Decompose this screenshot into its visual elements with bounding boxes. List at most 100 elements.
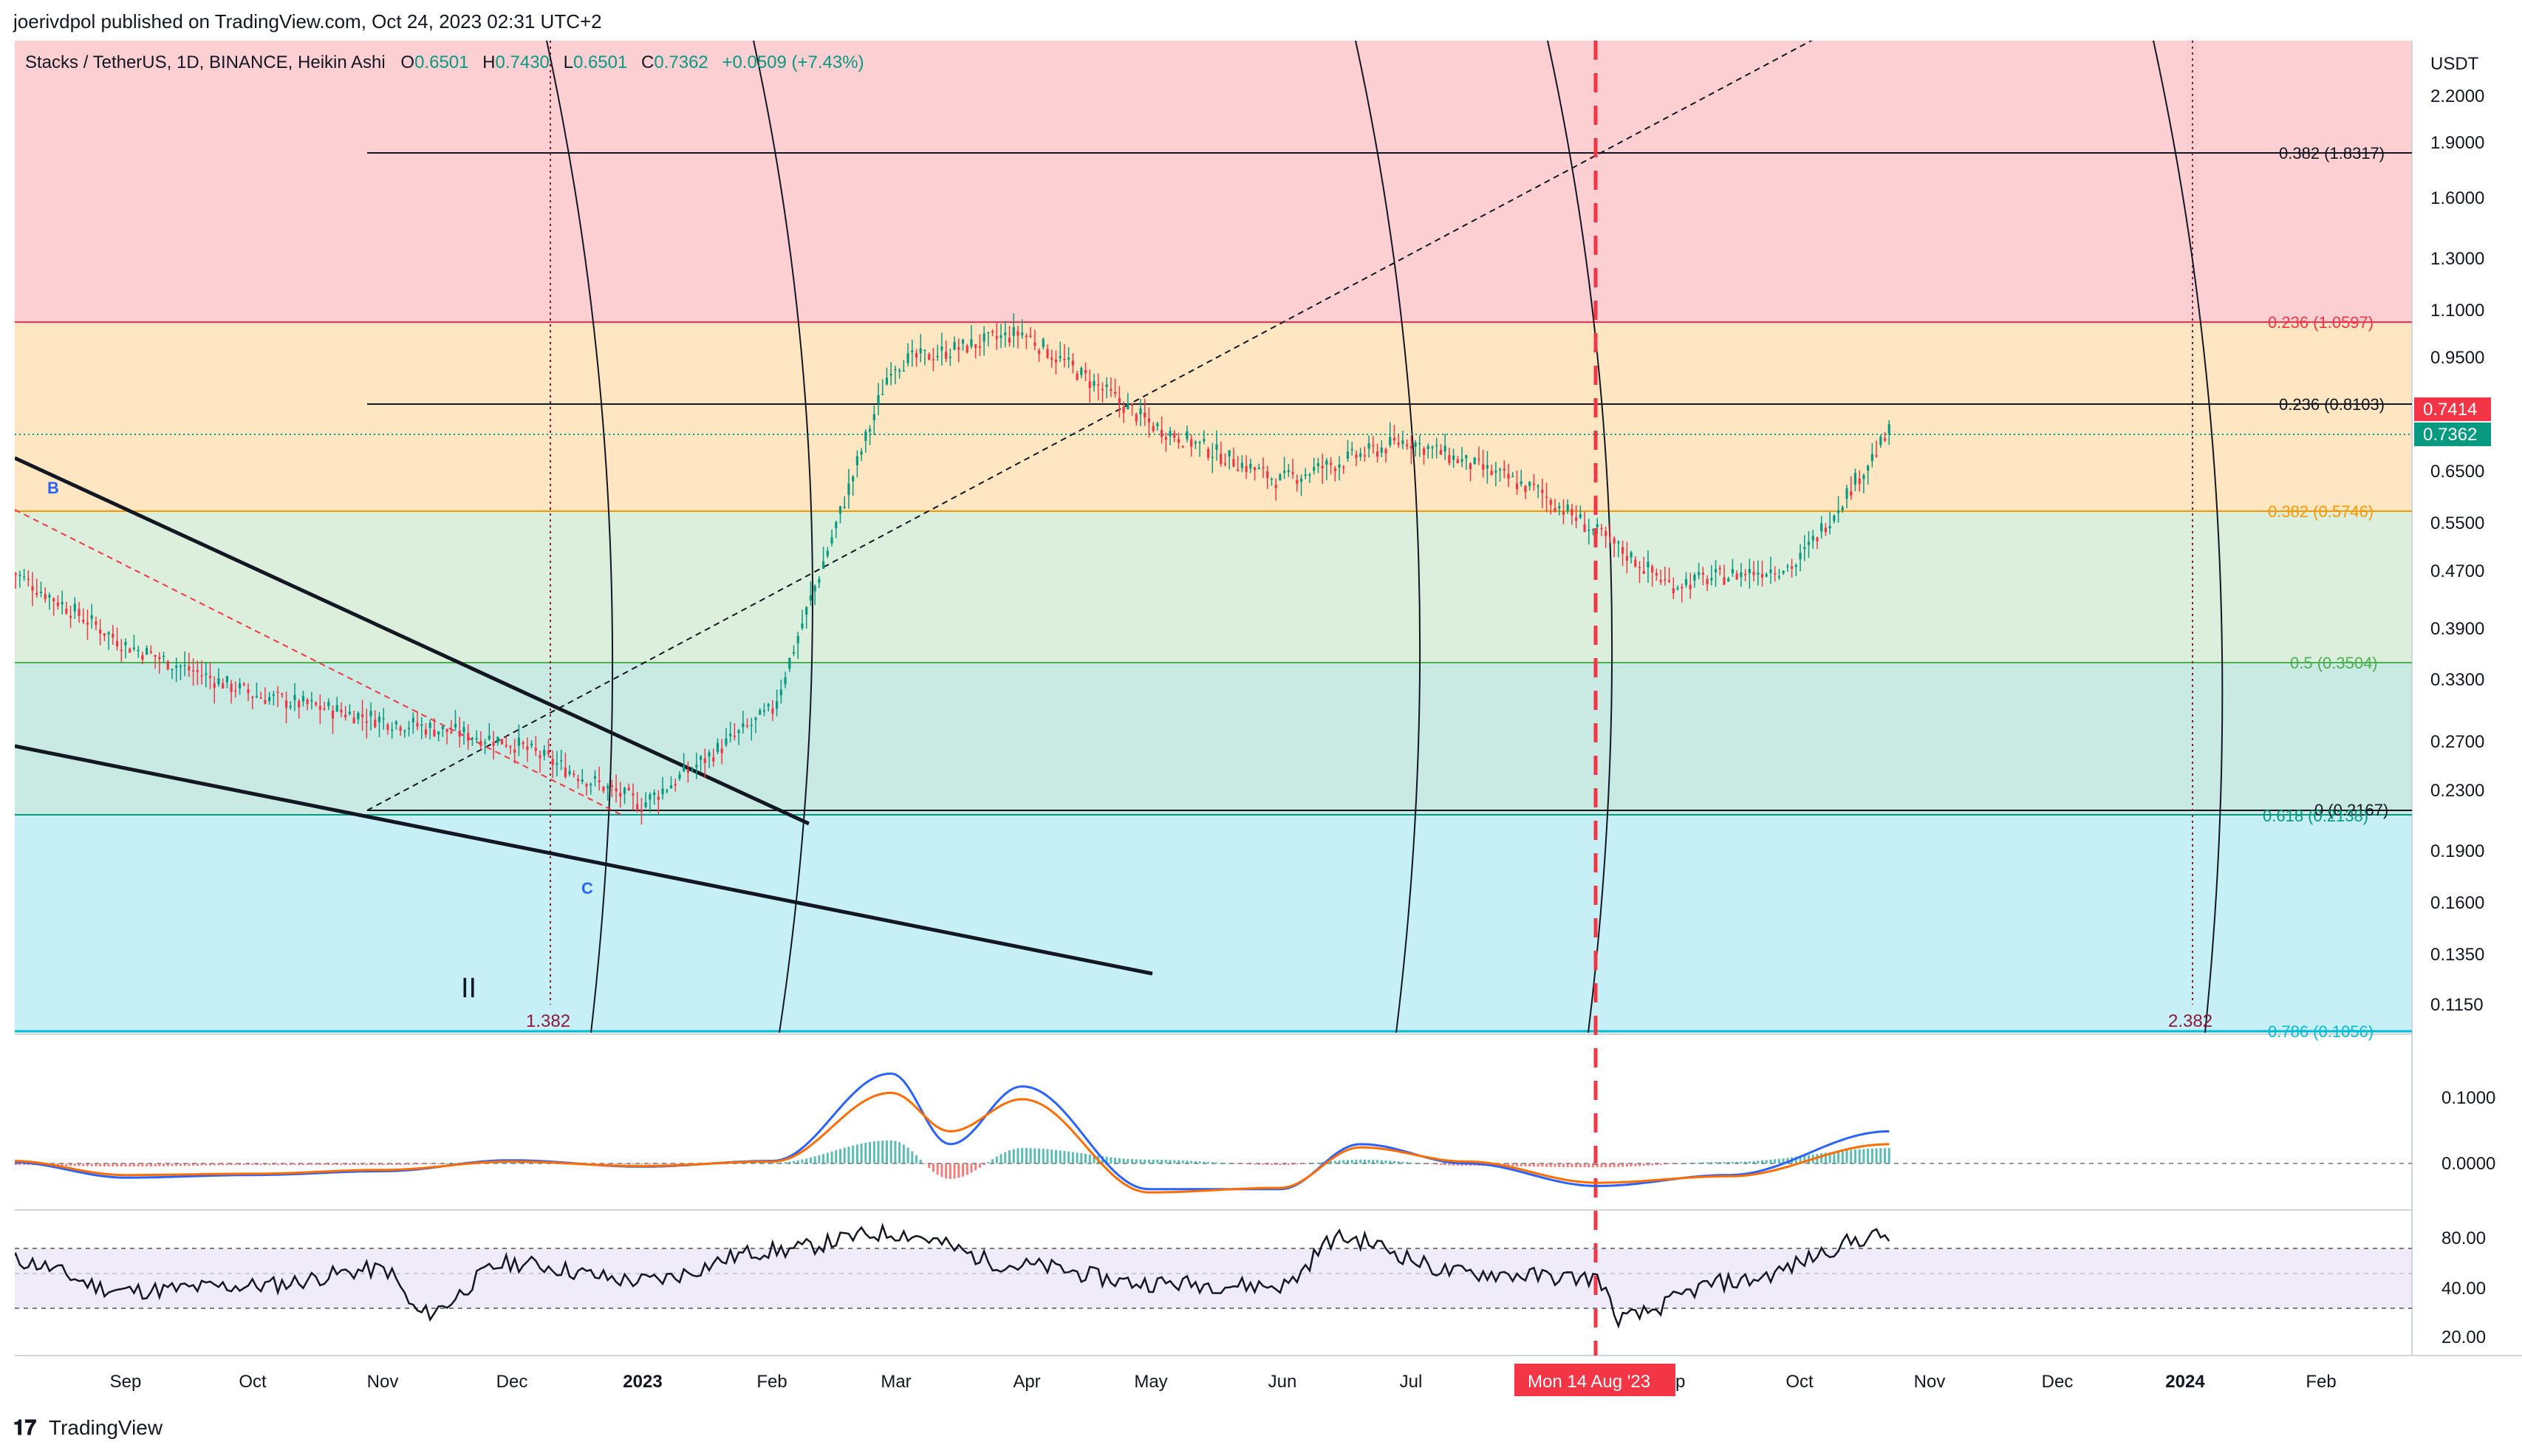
candle-body	[1591, 528, 1595, 530]
trendline-upper	[15, 456, 810, 826]
candle-body	[399, 727, 402, 731]
price-scale[interactable]: USDT 2.2000 1.9000 1.6000 1.3000 1.1000 0.950…	[2414, 54, 2491, 1015]
macd-histogram-bar	[137, 1163, 140, 1167]
candle-body	[1367, 443, 1370, 449]
macd-histogram-bar	[1541, 1163, 1544, 1167]
time-fib-lines	[550, 41, 2193, 1005]
candle-body	[759, 710, 762, 715]
candle-body	[242, 683, 245, 685]
svg-text:Stacks / TetherUS, 1D, BINANCE: Stacks / TetherUS, 1D, BINANCE, Heikin A…	[25, 52, 864, 72]
fib-labels: 0.382 (1.8317) 0.236 (1.0597) 0.236 (0.8…	[2263, 144, 2388, 1041]
candle-body	[344, 714, 347, 717]
macd-histogram-bar	[1418, 1163, 1421, 1164]
candle-body	[801, 623, 804, 629]
candle-body	[936, 355, 939, 358]
macd-histogram-bar	[889, 1140, 892, 1163]
candle-body	[560, 760, 563, 762]
macd-histogram-bar	[1029, 1148, 1032, 1163]
candle-body	[69, 615, 72, 618]
candle-body	[272, 694, 275, 696]
macd-histogram-bar	[1131, 1159, 1134, 1163]
candle-body	[78, 609, 81, 616]
macd-histogram-bar	[674, 1163, 677, 1164]
candle-body	[335, 705, 338, 711]
macd-histogram-bar	[1046, 1149, 1049, 1163]
price-tick-label: 0.2700	[2430, 732, 2484, 752]
macd-histogram-bar	[509, 1161, 512, 1163]
macd-histogram-bar	[1545, 1163, 1548, 1167]
candle-body	[1127, 403, 1130, 410]
macd-histogram-bar	[141, 1163, 144, 1167]
price-tick-label: 0.3300	[2430, 670, 2484, 690]
candle-body	[517, 737, 521, 746]
macd-histogram-bar	[1245, 1163, 1248, 1164]
candle-body	[906, 353, 909, 363]
candle-body	[995, 336, 998, 339]
macd-histogram-bar	[1884, 1148, 1887, 1163]
candle-body	[23, 576, 26, 578]
time-fib-label-1: 1.382	[526, 1011, 570, 1031]
macd-histogram-bar	[365, 1163, 368, 1166]
price-tick-label: 1.6000	[2430, 188, 2484, 208]
candle-body	[1067, 358, 1070, 360]
candle-body	[1841, 507, 1844, 510]
macd-histogram-bar	[843, 1147, 846, 1163]
trendline-dashed-diagonal	[366, 41, 1813, 811]
candle-body	[864, 431, 867, 441]
macd-histogram-bar	[1093, 1155, 1096, 1163]
candle-body	[1651, 566, 1654, 573]
candle-body	[1486, 465, 1489, 469]
candle-body	[1828, 526, 1831, 529]
candle-body	[1177, 439, 1180, 443]
macd-histogram-bar	[1858, 1149, 1861, 1163]
candle-body	[183, 665, 186, 666]
macd-histogram-bar	[1067, 1151, 1070, 1163]
candle-body	[953, 341, 956, 349]
macd-histogram-bar	[788, 1161, 791, 1163]
candle-body	[1088, 381, 1091, 389]
macd-histogram-bar	[1050, 1149, 1053, 1163]
candle-body	[902, 370, 905, 372]
macd-histogram-bar	[1460, 1163, 1463, 1166]
candle-body	[205, 673, 208, 675]
time-axis[interactable]: SepOctNovDec2023FebMarAprMayJunJulAugSep…	[110, 1372, 2337, 1392]
macd-histogram-bar	[386, 1163, 389, 1166]
macd-histogram-bar	[166, 1163, 169, 1166]
candle-body	[382, 718, 385, 720]
macd-histogram-bar	[1169, 1160, 1172, 1163]
candle-body	[1554, 508, 1556, 512]
macd-histogram-bar	[1304, 1163, 1307, 1164]
candle-body	[112, 633, 115, 638]
candle-body	[1316, 462, 1320, 467]
tradingview-logo[interactable]: 𝟏𝟕 TradingView	[13, 1416, 163, 1439]
candle-body	[1021, 332, 1024, 335]
candle-body	[838, 506, 842, 514]
macd-histogram-bar	[632, 1163, 635, 1165]
candle-body	[1443, 445, 1446, 452]
macd-histogram-bar	[864, 1142, 867, 1163]
macd-line	[15, 1072, 1890, 1191]
candle-body	[492, 742, 495, 746]
macd-histogram-bar	[932, 1163, 934, 1172]
candle-body	[475, 738, 478, 740]
candle-body	[949, 356, 951, 358]
candle-body	[289, 705, 292, 708]
candle-body	[1460, 459, 1463, 462]
candle-body	[1575, 517, 1578, 521]
candle-body	[1152, 425, 1155, 431]
candle-body	[1850, 491, 1853, 496]
rsi-band	[15, 1248, 2412, 1308]
candle-body	[428, 722, 431, 728]
macd-histogram-bar	[1435, 1163, 1438, 1165]
candle-body	[877, 394, 880, 403]
candle-body	[1169, 431, 1172, 437]
price-tick-label: 0.1600	[2430, 893, 2484, 913]
macd-histogram-bar	[441, 1163, 444, 1164]
candle-body	[889, 373, 892, 376]
macd-histogram-bar	[805, 1158, 808, 1163]
candle-body	[225, 676, 228, 683]
candle-body	[1080, 368, 1083, 375]
candle-body	[771, 708, 774, 714]
candle-body	[835, 522, 838, 529]
